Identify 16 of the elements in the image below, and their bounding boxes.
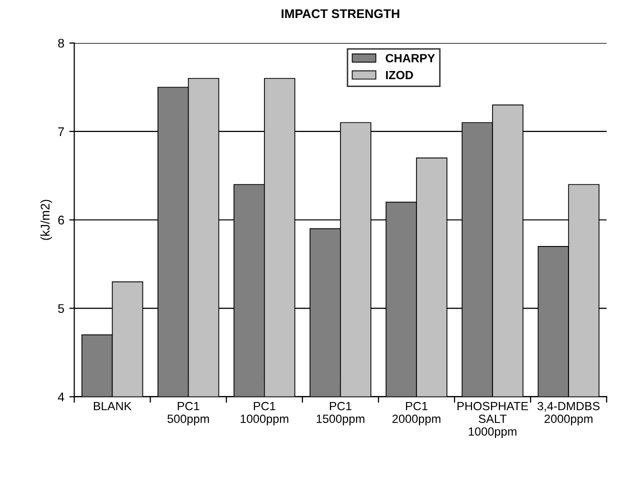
y-tick-label: 8 xyxy=(58,38,64,48)
y-tick-label: 4 xyxy=(58,392,64,402)
x-tick-label: PC1 500ppm xyxy=(167,402,209,426)
x-tick-label: PHOSPHATE SALT 1000ppm xyxy=(458,402,528,438)
y-axis-title: (kJ/m2) xyxy=(40,200,52,240)
x-tick-label: 3,4-DMDBS 2000ppm xyxy=(538,402,600,426)
legend-label: CHARPY xyxy=(386,54,435,62)
legend-label: IZOD xyxy=(386,70,413,80)
y-tick-label: 5 xyxy=(58,304,64,313)
x-tick-label: BLANK xyxy=(94,402,132,410)
x-tick-label: PC1 1500ppm xyxy=(316,402,364,426)
y-tick-label: 6 xyxy=(58,216,64,225)
x-tick-label: PC1 1000ppm xyxy=(240,402,288,426)
x-tick-label: PC1 2000ppm xyxy=(392,402,440,426)
y-tick-label: 7 xyxy=(58,127,64,136)
chart-title: IMPACT STRENGTH xyxy=(282,9,400,18)
